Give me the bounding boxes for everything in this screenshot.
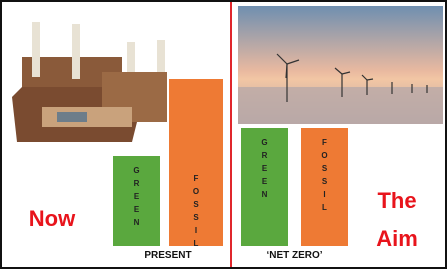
green-bar: GREEN — [112, 155, 161, 247]
panel-heading: The Aim — [357, 182, 437, 258]
panel-heading: Now — [17, 200, 87, 238]
heading-line: Now — [17, 200, 87, 238]
bar-label: GREEN — [260, 138, 269, 203]
infographic: GREEN FOSSIL PRESENT Now GREEN FOSSIL ‘N… — [0, 0, 447, 269]
bar-label: GREEN — [132, 166, 141, 231]
panel-caption: PRESENT — [112, 250, 224, 261]
fossil-bar: FOSSIL — [168, 78, 224, 247]
fossil-bar: FOSSIL — [300, 127, 349, 247]
power-station — [12, 22, 167, 142]
bar-label: FOSSIL — [192, 174, 201, 252]
heading-line: The — [357, 182, 437, 220]
bar-label: FOSSIL — [320, 138, 329, 216]
green-bar: GREEN — [240, 127, 289, 247]
heading-line: Aim — [357, 220, 437, 258]
wind-farm-photo — [238, 6, 443, 124]
panel-caption: ‘NET ZERO’ — [240, 250, 349, 261]
